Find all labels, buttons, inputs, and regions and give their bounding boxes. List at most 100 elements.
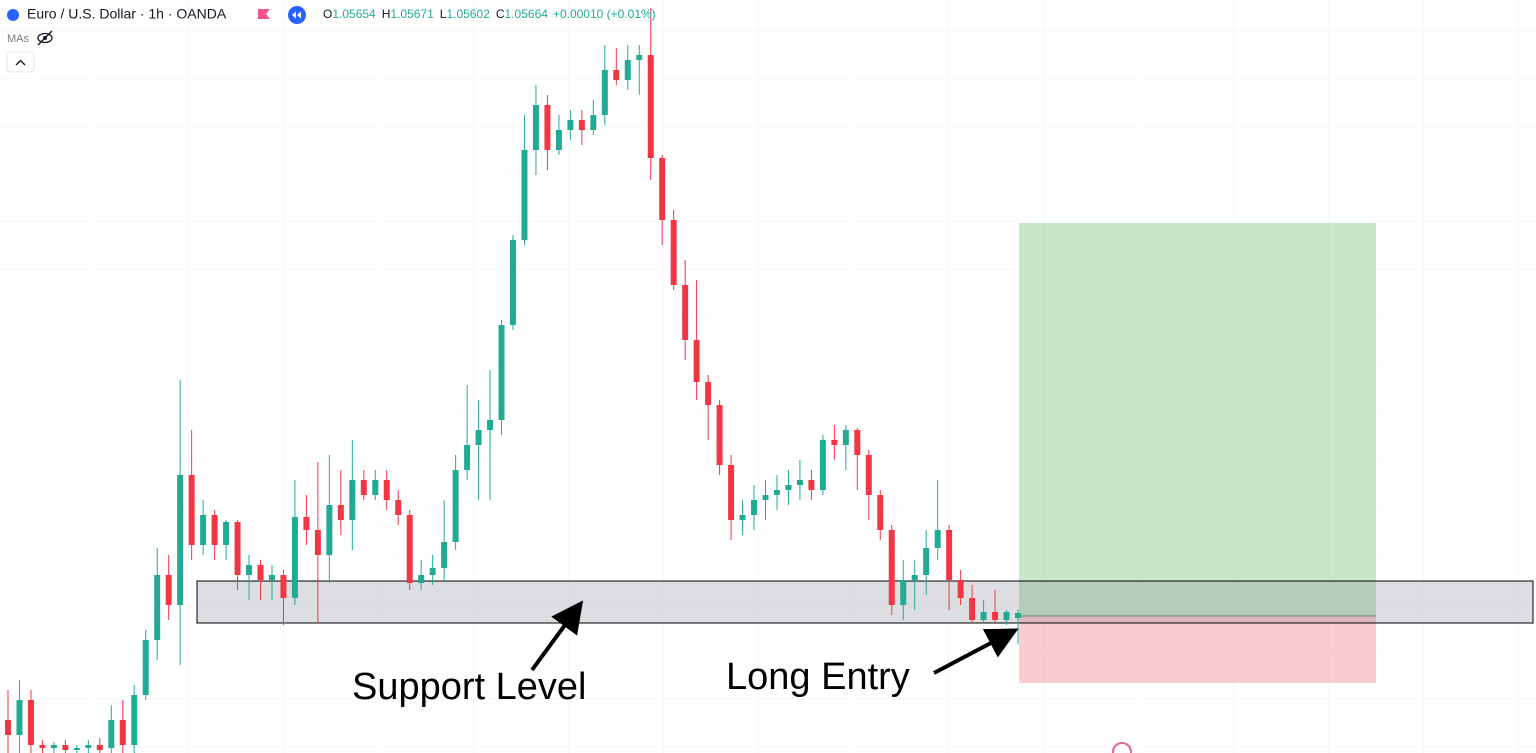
candle-body	[842, 430, 849, 445]
indicator-label: MAs	[7, 33, 30, 45]
candle-body	[441, 542, 448, 568]
candle-body	[314, 530, 321, 555]
candle-body	[544, 105, 551, 150]
chevron-icon	[15, 59, 26, 66]
candle-body	[234, 522, 241, 575]
candle-body	[624, 60, 631, 80]
candle-body	[521, 150, 528, 240]
support-zone	[196, 580, 1534, 624]
candle-body	[50, 745, 57, 748]
profit-zone	[1019, 223, 1376, 616]
annotation: Support Level	[352, 666, 587, 708]
candle-body	[762, 495, 769, 500]
candle-body	[819, 440, 826, 490]
candle-body	[659, 158, 666, 220]
candle-body	[900, 580, 907, 605]
ohlc-value: 1.05664	[505, 7, 549, 21]
candle-body	[923, 548, 930, 575]
arrow	[530, 600, 584, 672]
candle-body	[1015, 613, 1021, 618]
candle-body	[578, 120, 585, 130]
candle-body	[142, 640, 149, 695]
candle-body	[452, 470, 459, 542]
collapse-button[interactable]	[6, 51, 35, 73]
candle-body	[831, 440, 838, 445]
candle-body	[693, 340, 700, 382]
candle-body	[567, 120, 574, 130]
candle-body	[291, 517, 298, 598]
candles	[5, 8, 1021, 753]
candle-body	[349, 480, 356, 520]
candle-body	[280, 575, 287, 598]
candle-body	[647, 55, 654, 158]
candle-body	[957, 580, 964, 598]
candle-body	[27, 700, 34, 745]
symbol-title: Euro / U.S. Dollar · 1h · OANDA	[27, 6, 227, 22]
event-icon[interactable]	[1112, 742, 1132, 753]
candle-body	[590, 115, 597, 130]
candle-body	[119, 720, 126, 745]
candle-body	[969, 598, 976, 620]
ohlc-label: O	[323, 7, 332, 21]
candle-body	[108, 720, 115, 748]
candle-body	[992, 612, 999, 620]
candle-body	[383, 480, 390, 500]
candle-body	[326, 505, 333, 555]
candle-body	[73, 748, 80, 750]
ohlc-value: 1.05671	[390, 7, 434, 21]
candle-body	[337, 505, 344, 520]
ohlc-label: H	[382, 7, 391, 21]
ohlc-value: 1.05602	[446, 7, 490, 21]
candle-body	[682, 285, 689, 340]
zones	[196, 223, 1534, 683]
candle-body	[85, 745, 92, 748]
candle-body	[177, 475, 184, 605]
candle-body	[636, 55, 643, 60]
candle-body	[785, 485, 792, 490]
candle-body	[705, 382, 712, 405]
loss-zone	[1019, 616, 1376, 683]
candle-body	[475, 430, 482, 445]
candle-body	[911, 575, 918, 580]
candle-body	[16, 700, 23, 735]
candle-body	[751, 500, 758, 515]
candle-body	[877, 495, 884, 530]
candle-body	[62, 745, 69, 750]
candle-body	[372, 480, 379, 495]
candle-body	[418, 575, 425, 583]
ohlc-label: L	[440, 7, 447, 21]
candle-body	[165, 575, 172, 605]
candle-body	[131, 695, 138, 745]
ohlc-change: +0.00010 (+0.01%)	[553, 7, 656, 21]
ohlc-legend: O1.05654 H1.05671 L1.05602 C1.05664 +0.00010…	[323, 7, 656, 21]
ohlc-value: 1.05654	[332, 7, 376, 21]
candle-body	[510, 240, 516, 325]
candle-body	[257, 565, 264, 580]
candle-body	[946, 530, 953, 580]
candle-body	[865, 455, 872, 495]
symbol-icon	[7, 9, 19, 21]
candle-body	[498, 325, 505, 420]
visibility-icon[interactable]	[37, 30, 53, 46]
arrow	[933, 628, 1019, 675]
candle-body	[487, 420, 494, 430]
flag-icon[interactable]	[258, 9, 270, 19]
candle-body	[360, 480, 367, 495]
candle-body	[716, 405, 723, 465]
candle-body	[5, 720, 11, 735]
candle-body	[406, 515, 413, 583]
candle-body	[808, 480, 815, 490]
candle-body	[39, 745, 46, 748]
candle-body	[601, 70, 608, 115]
candle-body	[246, 565, 253, 575]
header: Euro / U.S. Dollar · 1h · OANDA O1.05654…	[6, 6, 656, 73]
candle-body	[268, 575, 275, 580]
candle-body	[96, 745, 103, 750]
candle-body	[555, 130, 562, 150]
candle-body	[739, 515, 746, 520]
replay-icon	[292, 11, 301, 19]
candle-body	[854, 430, 861, 455]
annotation: Long Entry	[726, 656, 910, 698]
